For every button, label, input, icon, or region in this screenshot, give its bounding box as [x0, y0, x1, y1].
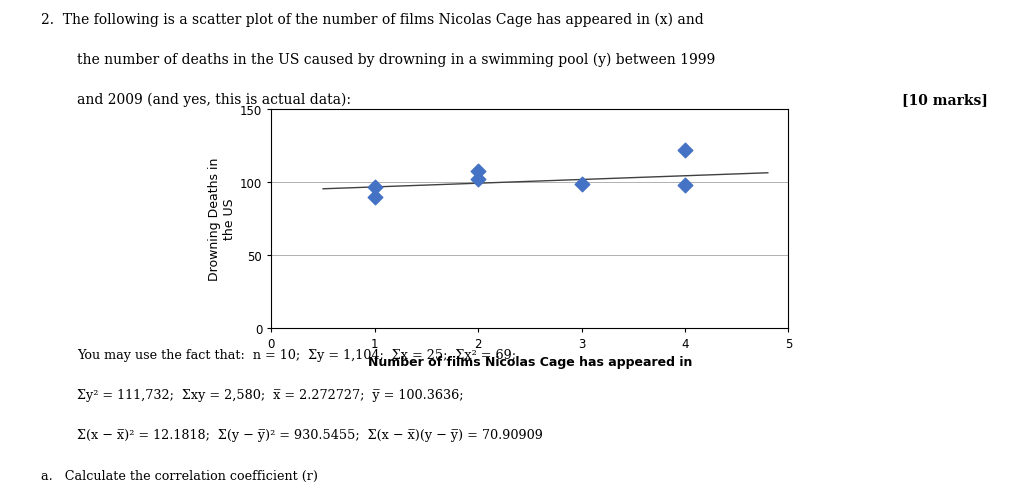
Text: the number of deaths in the US caused by drowning in a swimming pool (y) between: the number of deaths in the US caused by…: [77, 53, 715, 67]
Text: You may use the fact that:  n = 10;  Σy = 1,104;  Σx = 25;  Σx² = 69;: You may use the fact that: n = 10; Σy = …: [77, 348, 516, 361]
Point: [677, 182, 693, 190]
Text: [10 marks]: [10 marks]: [902, 93, 988, 107]
Text: 2.  The following is a scatter plot of the number of films Nicolas Cage has appe: 2. The following is a scatter plot of th…: [41, 13, 703, 27]
Point: [470, 176, 486, 184]
Point: [367, 193, 383, 201]
Point: [677, 147, 693, 155]
Point: [367, 183, 383, 191]
Text: Σ(x − x̅)² = 12.1818;  Σ(y − y̅)² = 930.5455;  Σ(x − x̅)(y − y̅) = 70.90909: Σ(x − x̅)² = 12.1818; Σ(y − y̅)² = 930.5…: [77, 428, 543, 441]
Point: [573, 180, 590, 188]
Text: a.   Calculate the correlation coefficient (r): a. Calculate the correlation coefficient…: [41, 469, 318, 482]
Point: [470, 167, 486, 175]
Y-axis label: Drowning Deaths in
the US: Drowning Deaths in the US: [208, 158, 236, 281]
Text: Σy² = 111,732;  Σxy = 2,580;  x̅ = 2.272727;  y̅ = 100.3636;: Σy² = 111,732; Σxy = 2,580; x̅ = 2.27272…: [77, 388, 463, 401]
X-axis label: Number of films Nicolas Cage has appeared in: Number of films Nicolas Cage has appeare…: [368, 356, 692, 369]
Text: and 2009 (and yes, this is actual data):: and 2009 (and yes, this is actual data):: [77, 93, 351, 107]
